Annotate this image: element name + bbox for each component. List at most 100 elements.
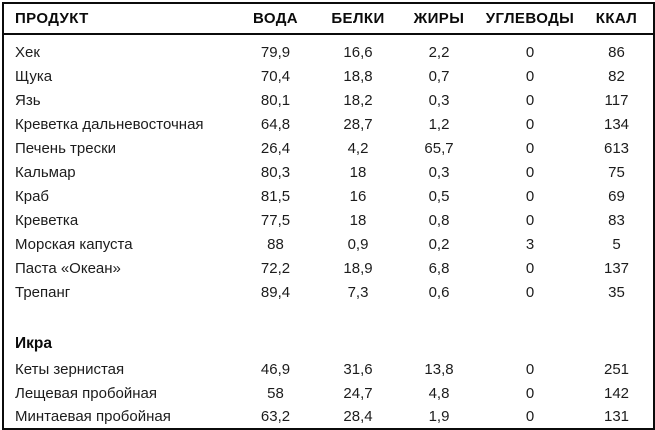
product-name-cell: Кальмар: [15, 163, 76, 181]
value-cell: 0: [525, 283, 535, 301]
product-name-cell: Щука: [15, 67, 53, 85]
value-cell: 0,7: [428, 67, 450, 85]
product-name-cell: Трепанг: [15, 283, 71, 301]
value-cell: 142: [603, 384, 630, 402]
value-cell: 18,2: [343, 91, 373, 109]
table-row: Креветка дальневосточная 64,8 28,7 1,2 0 134: [3, 112, 654, 136]
value-cell: 24,7: [343, 384, 373, 402]
column-header-water: ВОДА: [233, 3, 318, 35]
value-cell: 79,9: [260, 44, 291, 61]
value-cell: 0,3: [428, 91, 450, 109]
product-name-cell: Краб: [15, 187, 50, 205]
value-cell: 28,4: [343, 408, 373, 425]
table-row: Печень трески 26,4 4,2 65,7 0 613: [3, 136, 654, 160]
product-name-cell: Кеты зернистая: [15, 360, 125, 378]
product-name-cell: Минтаевая пробойная: [15, 408, 171, 425]
table-row: Язь 80,1 18,2 0,3 0 117: [3, 88, 654, 112]
column-header-fats: ЖИРЫ: [398, 3, 480, 35]
value-cell: [580, 330, 654, 357]
product-name-cell: Креветка: [15, 211, 79, 229]
value-cell: 77,5: [260, 211, 291, 229]
value-cell: 0,8: [428, 211, 450, 229]
value-cell: 0: [525, 139, 535, 157]
value-cell: 58: [267, 384, 284, 402]
value-cell: 18: [349, 211, 367, 229]
header-row: ПРОДУКТ ВОДА БЕЛКИ ЖИРЫ УГЛЕВОДЫ ККАЛ: [3, 3, 654, 35]
table-row: Креветка 77,5 18 0,8 0 83: [3, 208, 654, 232]
column-header-carbs: УГЛЕВОДЫ: [480, 3, 580, 35]
value-cell: 16,6: [343, 44, 373, 61]
value-cell: 31,6: [343, 360, 373, 378]
value-cell: 18,8: [343, 67, 373, 85]
value-cell: 0,5: [428, 187, 450, 205]
product-name-cell: [3, 304, 233, 330]
value-cell: 0: [525, 44, 535, 61]
value-cell: 63,2: [260, 408, 291, 425]
table-row: Кеты зернистая 46,9 31,6 13,8 0 251: [3, 357, 654, 381]
value-cell: 0,3: [428, 163, 450, 181]
table-header: ПРОДУКТ ВОДА БЕЛКИ ЖИРЫ УГЛЕВОДЫ ККАЛ: [3, 3, 654, 35]
product-name-cell: Печень трески: [15, 139, 117, 157]
spacer-row: [3, 304, 654, 330]
value-cell: 0,6: [428, 283, 450, 301]
value-cell: 18,9: [343, 259, 373, 277]
value-cell: 0: [525, 211, 535, 229]
product-name-cell: Хек: [15, 44, 40, 61]
value-cell: 131: [603, 408, 630, 425]
column-header-product: ПРОДУКТ: [3, 3, 233, 35]
value-cell: [233, 330, 318, 357]
value-cell: 18: [349, 163, 367, 181]
value-cell: [480, 304, 580, 330]
table-row: Лещевая пробойная 58 24,7 4,8 0 142: [3, 381, 654, 405]
value-cell: 89,4: [260, 283, 291, 301]
value-cell: [398, 330, 480, 357]
value-cell: 75: [608, 163, 625, 181]
value-cell: [318, 304, 398, 330]
value-cell: 137: [603, 259, 630, 277]
value-cell: 82: [608, 67, 625, 85]
product-name-cell: Морская капуста: [15, 235, 133, 253]
value-cell: 13,8: [424, 360, 454, 378]
value-cell: [580, 304, 654, 330]
value-cell: 0: [525, 259, 535, 277]
value-cell: 28,7: [343, 115, 373, 133]
value-cell: 0: [525, 67, 535, 85]
section-header-row: Икра: [3, 330, 654, 357]
value-cell: [480, 330, 580, 357]
value-cell: 70,4: [260, 67, 291, 85]
value-cell: 72,2: [260, 259, 291, 277]
table-row: Щука 70,4 18,8 0,7 0 82: [3, 64, 654, 88]
value-cell: 0,9: [347, 235, 369, 253]
value-cell: 6,8: [428, 259, 450, 277]
value-cell: 0: [525, 408, 535, 425]
product-name-cell: Лещевая пробойная: [15, 384, 158, 402]
value-cell: 0: [525, 91, 535, 109]
value-cell: [233, 304, 318, 330]
table-row: Хек 79,9 16,6 2,2 0 86: [3, 34, 654, 64]
table-row: Паста «Океан» 72,2 18,9 6,8 0 137: [3, 256, 654, 280]
table-row: Морская капуста 88 0,9 0,2 3 5: [3, 232, 654, 256]
table-row: Трепанг 89,4 7,3 0,6 0 35: [3, 280, 654, 304]
value-cell: 83: [608, 211, 625, 229]
value-cell: 1,9: [428, 408, 450, 425]
value-cell: 0: [525, 163, 535, 181]
product-name-cell: Икра: [15, 334, 52, 352]
value-cell: 7,3: [347, 283, 369, 301]
value-cell: 88: [267, 235, 284, 253]
value-cell: [398, 304, 480, 330]
table-body: Хек 79,9 16,6 2,2 0 86 Щука 70,4 18,8 0,7 0 82 Язь 80…: [3, 34, 654, 429]
value-cell: 251: [603, 360, 630, 378]
value-cell: [318, 330, 398, 357]
table-row: Минтаевая пробойная 63,2 28,4 1,9 0 131: [3, 405, 654, 429]
value-cell: 69: [608, 187, 625, 205]
product-name-cell: Креветка дальневосточная: [15, 115, 204, 133]
value-cell: 1,2: [428, 115, 450, 133]
value-cell: 81,5: [260, 187, 291, 205]
value-cell: 0,2: [428, 235, 450, 253]
product-name-cell: Паста «Океан»: [15, 259, 121, 277]
value-cell: 46,9: [260, 360, 291, 378]
product-name-cell: Язь: [15, 91, 41, 109]
value-cell: 0: [525, 115, 535, 133]
